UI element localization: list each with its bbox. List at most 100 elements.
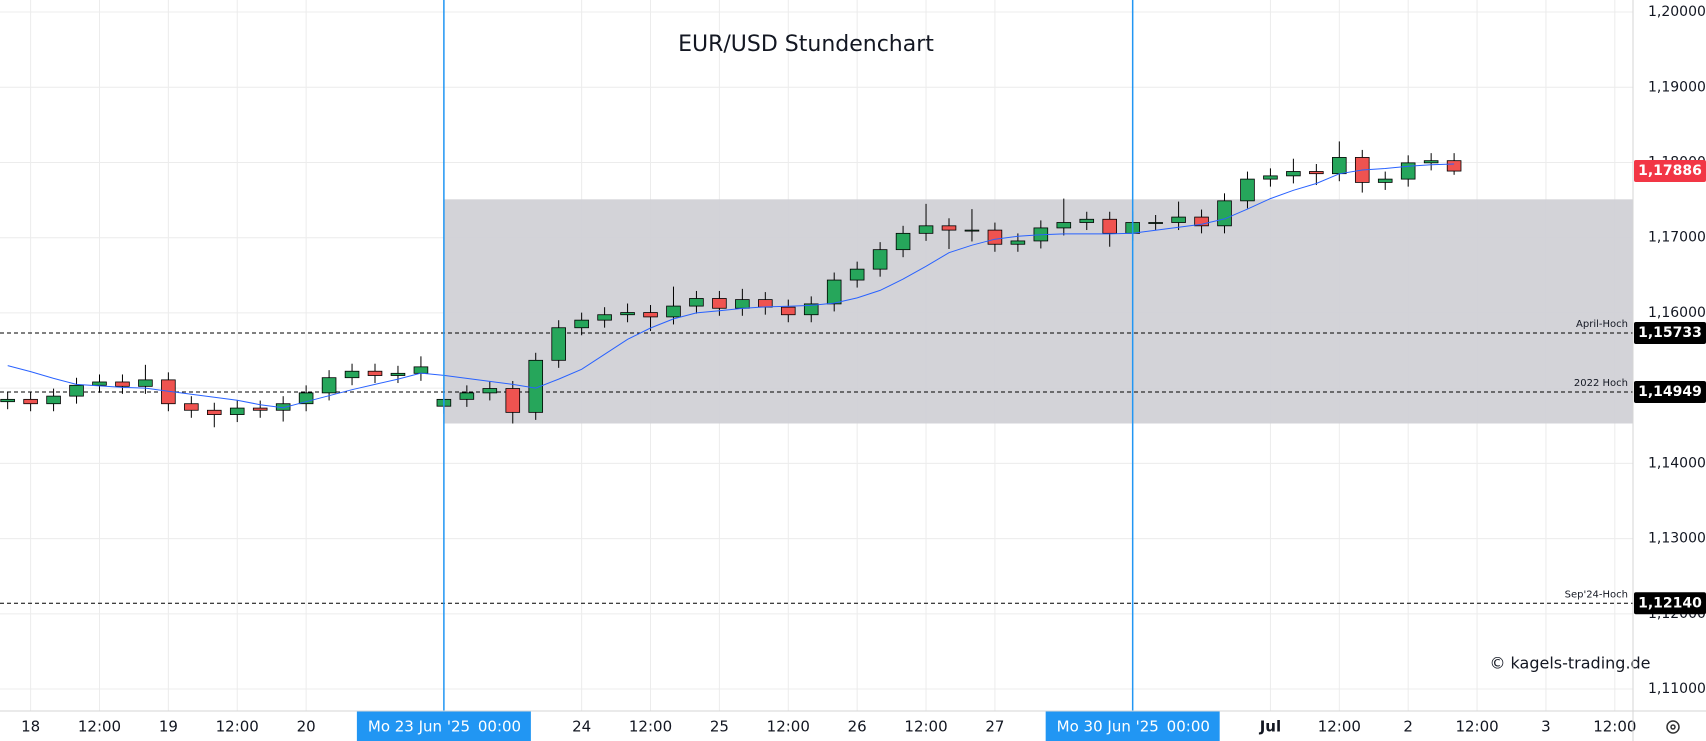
- candle-body: [712, 298, 727, 309]
- candle-body: [826, 279, 842, 305]
- x-tick-label: 26: [848, 718, 867, 736]
- candle-body: [735, 299, 750, 309]
- price-label: 1,12140: [1638, 595, 1702, 611]
- x-tick-label: 20: [297, 718, 316, 736]
- candle-body: [1332, 157, 1347, 175]
- candle-body: [666, 305, 681, 318]
- x-tick-label: 2: [1403, 718, 1413, 736]
- level-name: 2022 Hoch: [1574, 378, 1628, 389]
- candle-body: [482, 388, 498, 394]
- candle-body: [92, 381, 107, 386]
- y-tick-label: 1,19000: [1648, 79, 1706, 95]
- candle-body: [1079, 218, 1095, 223]
- candle-body: [987, 229, 1003, 245]
- candle-body: [964, 229, 980, 232]
- candle-body: [252, 407, 268, 411]
- candle-body: [298, 392, 314, 405]
- candle-body: [0, 398, 15, 403]
- candle-body: [1423, 160, 1439, 164]
- x-tick-label: 24: [572, 718, 591, 736]
- x-tick-label: 19: [159, 718, 178, 736]
- price-label: 1,15733: [1638, 325, 1702, 341]
- candle-body: [413, 366, 429, 374]
- candle-body: [23, 398, 38, 405]
- candle-body: [597, 314, 612, 321]
- candle-body: [528, 359, 544, 413]
- candle-body: [1010, 240, 1026, 245]
- level-name: April-Hoch: [1576, 319, 1628, 330]
- candle-body: [620, 312, 635, 316]
- candle-body: [115, 381, 130, 387]
- last-price-label: 1,17886: [1638, 163, 1702, 179]
- watermark: © kagels-trading.de: [1489, 654, 1650, 673]
- x-tick-label: 12:00: [216, 718, 259, 736]
- x-tick-label: 12:00: [1318, 718, 1361, 736]
- price-label-box: [1634, 380, 1706, 403]
- candle-body: [1240, 178, 1255, 202]
- candle-body: [872, 249, 888, 270]
- overlay-layer: 1,15733 1,14949 1,12140 1,17886 Mo 23 Jun '2…: [356, 0, 1706, 741]
- candle-body: [941, 225, 957, 231]
- candle-body: [390, 372, 406, 376]
- candle-body: [1309, 171, 1324, 175]
- price-label-box: [1634, 592, 1706, 615]
- candle-body: [1194, 216, 1209, 227]
- marker-date: Mo 30 Jun '25: [1057, 718, 1159, 736]
- x-tick-label: 25: [710, 718, 729, 736]
- x-tick-label: 12:00: [1593, 718, 1636, 736]
- x-tick-label: 3: [1541, 718, 1551, 736]
- y-tick-label: 1,20000: [1648, 4, 1706, 20]
- candle-body: [138, 379, 153, 387]
- price-label-box: [1634, 322, 1706, 345]
- candle-body: [1286, 171, 1301, 177]
- candle-body: [849, 268, 865, 281]
- candle-body: [780, 306, 796, 316]
- x-tick-label: 12:00: [629, 718, 672, 736]
- y-tick-label: 1,17000: [1648, 230, 1706, 246]
- candle-body: [1102, 218, 1118, 234]
- candle-body: [207, 409, 222, 415]
- x-tick-label: 12:00: [904, 718, 947, 736]
- candle-body: [551, 327, 566, 361]
- candle-body: [459, 392, 475, 400]
- candle-body: [69, 384, 84, 397]
- candle-body: [574, 319, 589, 329]
- x-tick-label: 27: [985, 718, 1004, 736]
- x-tick-label: 12:00: [1455, 718, 1498, 736]
- marker-label-box: [1045, 711, 1220, 741]
- y-tick-label: 1,13000: [1648, 531, 1706, 547]
- x-tick-label: 12:00: [767, 718, 810, 736]
- candle-body: [643, 312, 658, 318]
- candle-body: [505, 388, 521, 413]
- candle-body: [1400, 162, 1416, 180]
- y-tick-label: 1,11000: [1648, 681, 1706, 697]
- candle-body: [1446, 160, 1462, 172]
- y-tick-label: 1,16000: [1648, 305, 1706, 321]
- candle-body: [1056, 222, 1072, 229]
- x-tick-label: 18: [21, 718, 40, 736]
- marker-time: 00:00: [478, 718, 521, 736]
- settings-icon[interactable]: [1666, 720, 1680, 734]
- candle-body: [1148, 222, 1163, 224]
- last-price-box: [1634, 160, 1706, 183]
- chart-title: EUR/USD Stundenchart: [678, 32, 934, 57]
- x-tick-label: Jul: [1259, 718, 1281, 736]
- candle-body: [1171, 216, 1186, 223]
- x-tick-label: 12:00: [78, 718, 121, 736]
- settings-icon-core: [1670, 724, 1676, 730]
- candle-body: [367, 370, 383, 376]
- settings-icon-ring: [1666, 720, 1680, 734]
- level-name: Sep'24-Hoch: [1565, 589, 1628, 600]
- candle-body: [689, 298, 704, 307]
- marker-date: Mo 23 Jun '25: [368, 718, 470, 736]
- y-tick-label: 1,14000: [1648, 455, 1706, 471]
- candle-body: [184, 403, 199, 411]
- candle-body: [1377, 178, 1393, 183]
- candle-body: [895, 232, 911, 251]
- marker-time: 00:00: [1167, 718, 1210, 736]
- candle-body: [918, 225, 934, 234]
- candle-body: [803, 303, 819, 316]
